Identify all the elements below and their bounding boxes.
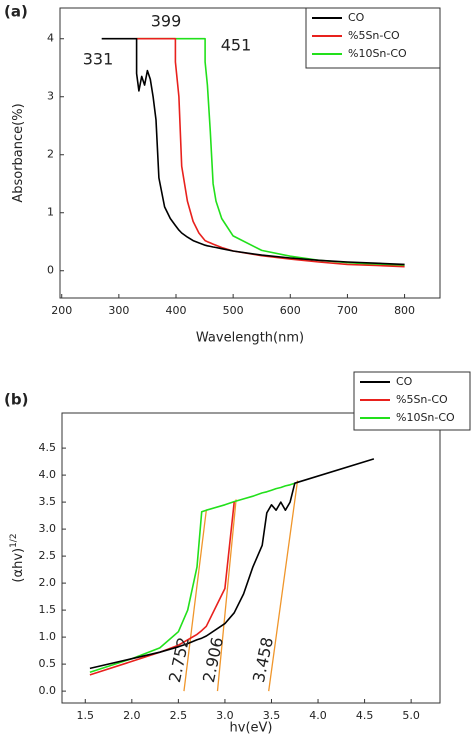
x-tick-label: 500 xyxy=(223,304,244,317)
y-axis-label: (αhv)1/2 xyxy=(9,533,26,582)
y-tick-label: 4.0 xyxy=(39,468,57,481)
y-tick-label: 2.5 xyxy=(39,549,57,562)
fit-line xyxy=(216,499,237,692)
y-axis-label: Absorbance(%) xyxy=(11,103,26,202)
y-tick-label: 0 xyxy=(47,264,54,277)
x-tick-label: 4.0 xyxy=(309,709,327,722)
x-tick-label: 3.5 xyxy=(263,709,281,722)
x-tick-label: 300 xyxy=(108,304,129,317)
x-tick-label: 5.0 xyxy=(402,709,420,722)
legend-label: CO xyxy=(348,11,365,24)
legend-label: %5Sn-CO xyxy=(396,393,448,406)
annotation: 399 xyxy=(151,12,182,31)
annotation: 2.752 xyxy=(165,635,193,684)
y-tick-label: 0.5 xyxy=(39,657,57,670)
series-line xyxy=(101,37,405,266)
legend-label: %5Sn-CO xyxy=(348,29,400,42)
annotation: 331 xyxy=(83,50,114,69)
x-axis-label: hv(eV) xyxy=(230,721,273,736)
y-tick-label: 3 xyxy=(47,90,54,103)
x-axis-label: Wavelength(nm) xyxy=(196,331,304,346)
y-tick-label: 3.5 xyxy=(39,495,57,508)
y-tick-label: 2.0 xyxy=(39,576,57,589)
fit-line xyxy=(183,510,207,692)
y-tick-label: 0.0 xyxy=(39,684,57,697)
legend-label: %10Sn-CO xyxy=(348,47,407,60)
y-tick-label: 3.0 xyxy=(39,522,57,535)
x-tick-label: 200 xyxy=(51,304,72,317)
y-axis-label-text: (αhv) xyxy=(11,548,26,583)
series-line xyxy=(89,502,235,676)
x-tick-label: 800 xyxy=(394,304,415,317)
fit-line xyxy=(268,480,299,692)
y-tick-label: 1.5 xyxy=(39,603,57,616)
panel-label: (a) xyxy=(4,3,28,21)
x-tick-label: 1.5 xyxy=(77,709,95,722)
series-line xyxy=(89,482,296,673)
annotation: 451 xyxy=(221,36,252,55)
x-tick-label: 700 xyxy=(337,304,358,317)
x-tick-label: 400 xyxy=(166,304,187,317)
x-tick-label: 600 xyxy=(280,304,301,317)
annotation: 2.906 xyxy=(199,635,227,684)
x-tick-label: 3.0 xyxy=(216,709,234,722)
y-tick-label: 4.5 xyxy=(39,441,57,454)
y-tick-label: 4 xyxy=(47,32,54,45)
series-line xyxy=(89,458,375,670)
legend-label: %10Sn-CO xyxy=(396,411,455,424)
y-tick-label: 1 xyxy=(47,206,54,219)
plot-frame xyxy=(61,412,441,704)
legend-label: CO xyxy=(396,375,413,388)
x-tick-label: 2.0 xyxy=(123,709,141,722)
y-tick-label: 2 xyxy=(47,148,54,161)
series-line xyxy=(136,37,405,268)
panel-label: (b) xyxy=(4,391,28,409)
y-axis-label-text: Absorbance(%) xyxy=(11,103,26,202)
x-tick-label: 2.5 xyxy=(170,709,188,722)
y-axis-label-sup: 1/2 xyxy=(9,533,19,547)
y-tick-label: 1.0 xyxy=(39,630,57,643)
x-tick-label: 4.5 xyxy=(356,709,374,722)
plot-frame xyxy=(59,7,441,299)
